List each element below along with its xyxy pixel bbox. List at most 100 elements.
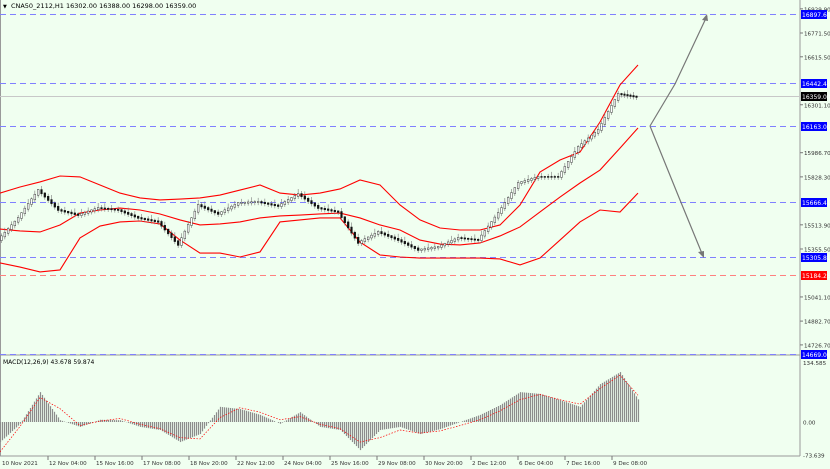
candle-body (473, 238, 476, 241)
collapse-triangle-icon[interactable]: ▼ (3, 4, 7, 10)
candle-body (370, 234, 373, 239)
candle-body (340, 211, 343, 218)
candle-body (230, 205, 233, 210)
candle-body (450, 240, 453, 244)
candle-body (290, 197, 293, 201)
level-label: 16897.60 (802, 12, 830, 19)
candle-body (43, 192, 46, 198)
macd-label: MACD(12,26,9) 43.678 59.874 (3, 359, 95, 366)
candle-body (190, 217, 193, 226)
y-tick-label: 15355.50 (804, 247, 830, 253)
candle-body (287, 199, 290, 203)
candle-body (623, 93, 626, 96)
candle-body (307, 197, 310, 202)
candle-body (113, 208, 116, 211)
candle-body (243, 201, 246, 204)
candle-body (480, 234, 483, 241)
candle-body (17, 217, 20, 223)
candle-body (283, 201, 286, 205)
candle-body (27, 203, 30, 210)
candle-body (317, 204, 320, 209)
chart-frame (0, 0, 801, 457)
x-tick-label: 10 Nov 2021 (2, 461, 38, 467)
bollinger-upper-line (0, 64, 639, 231)
forecast-arrows[interactable] (649, 14, 708, 258)
candle-body (80, 213, 83, 216)
candle-body (533, 177, 536, 180)
candle-body (10, 224, 13, 230)
candle-body (197, 204, 200, 213)
candle-body (563, 166, 566, 173)
level-label-bg (801, 253, 827, 262)
ohlc-values: 16302.00 16388.00 16298.00 16359.00 (66, 2, 197, 10)
candle-body (610, 105, 613, 113)
candle-body (200, 204, 203, 208)
candle-body (500, 207, 503, 214)
candle-body (220, 211, 223, 215)
candle-body (37, 189, 40, 196)
candle-body (483, 230, 486, 237)
candle-body (0, 235, 3, 241)
candle-body (83, 212, 86, 215)
candle-body (350, 226, 353, 234)
candle-body (620, 93, 623, 96)
candle-body (393, 236, 396, 240)
candle-body (40, 189, 43, 195)
down-arrow-line[interactable] (649, 125, 704, 257)
candle-body (433, 246, 436, 249)
x-tick-label: 15 Nov 16:00 (96, 461, 134, 467)
x-tick-label: 25 Nov 16:00 (331, 461, 369, 467)
candle-body (527, 179, 530, 182)
time-axis: 10 Nov 2021 12 Nov 04:00 15 Nov 16:00 17 No… (2, 456, 648, 467)
candle-body (493, 216, 496, 223)
candle-body (583, 140, 586, 145)
candle-body (23, 207, 26, 214)
level-label: 15184.26 (802, 273, 830, 280)
candle-body (580, 143, 583, 148)
candle-body (103, 207, 106, 210)
candle-body (327, 208, 330, 211)
candle-body (383, 232, 386, 236)
candle-body (397, 238, 400, 241)
candle-body (427, 247, 430, 250)
candle-body (207, 207, 210, 211)
candle-body (573, 151, 576, 158)
candle-body (293, 195, 296, 199)
y-tick-label: 15513.90 (804, 223, 830, 229)
candle-body (7, 228, 10, 234)
candle-body (570, 156, 573, 163)
candle-body (127, 211, 130, 215)
candle-body (133, 214, 136, 218)
candle-body (330, 209, 333, 212)
candle-body (423, 248, 426, 251)
candle-body (67, 210, 70, 214)
candle-body (20, 212, 23, 219)
y-tick-label: 15986.70 (804, 151, 830, 157)
candle-body (13, 220, 16, 227)
candle-body (337, 210, 340, 213)
level-label-bg (801, 350, 827, 359)
x-tick-label: 9 Dec 08:00 (613, 461, 648, 467)
candle-body (233, 204, 236, 208)
candle-body (470, 238, 473, 241)
candle-body (363, 238, 366, 242)
level-label-bg (801, 122, 827, 131)
candle-body (60, 209, 63, 212)
bollinger-lower-line (0, 192, 639, 273)
level-labels: 16897.60 16442.48 16163.00 15666.41 15305.81… (801, 10, 830, 359)
x-tick-label: 18 Nov 20:00 (190, 461, 228, 467)
candle-body (323, 207, 326, 211)
level-label-bg (801, 10, 827, 19)
x-tick-label: 29 Nov 08:00 (378, 461, 416, 467)
candle-body (107, 207, 110, 210)
candle-body (237, 202, 240, 206)
candle-body (193, 210, 196, 220)
up-arrow-line[interactable] (649, 15, 708, 127)
candle-body (203, 205, 206, 209)
candle-body (300, 193, 303, 198)
candle-body (130, 213, 133, 217)
candle-body (530, 178, 533, 181)
horizontal-levels (0, 14, 800, 355)
level-label: 15666.41 (802, 200, 830, 207)
